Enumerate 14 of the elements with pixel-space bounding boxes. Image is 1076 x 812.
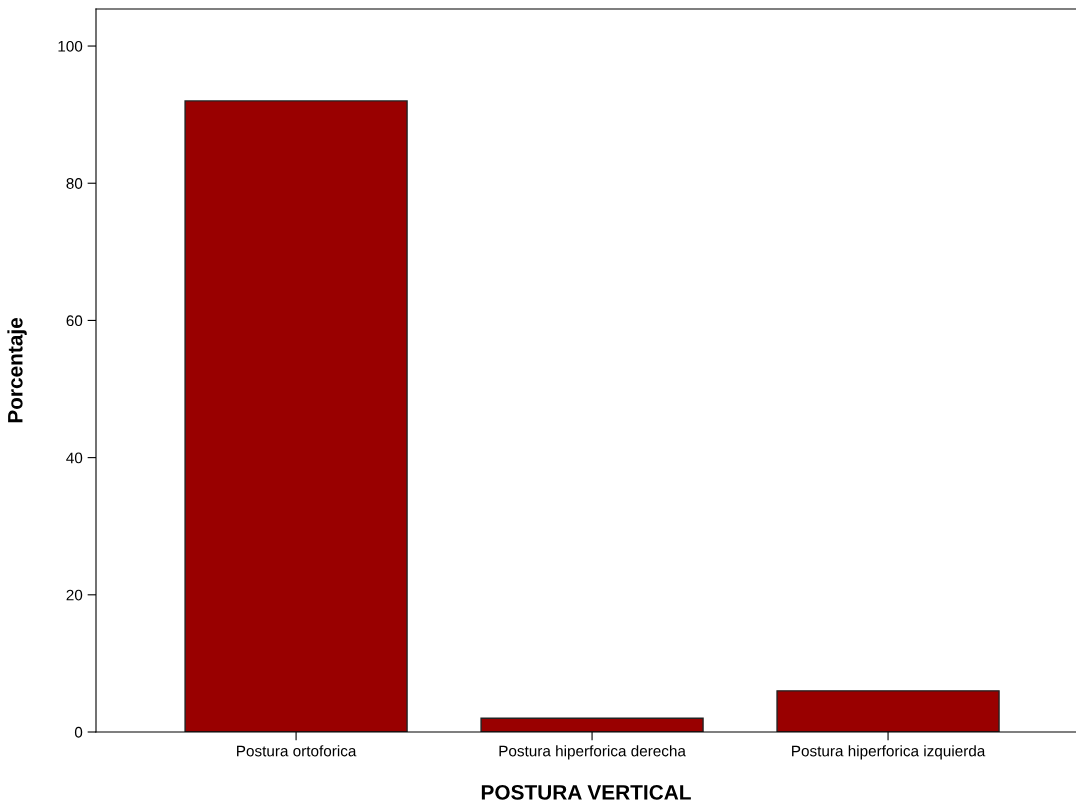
bar	[480, 717, 704, 732]
bar	[776, 690, 1000, 732]
y-tick-label: 0	[74, 726, 83, 738]
y-tick-label: 20	[66, 589, 83, 601]
y-tick-label: 60	[66, 315, 83, 327]
x-tick-label: Postura ortoforica	[237, 745, 357, 757]
x-tick-label: Postura hiperforica izquierda	[792, 745, 986, 760]
x-tick-label: Postura hiperforica derecha	[499, 745, 686, 760]
bar	[184, 100, 408, 732]
y-tick-label: 80	[66, 178, 83, 189]
y-tick-label: 40	[66, 452, 83, 464]
y-axis-title: Porcentaje	[7, 317, 27, 423]
y-tick-label: 100	[58, 40, 83, 52]
x-axis-title: POSTURA VERTICAL	[481, 784, 691, 800]
